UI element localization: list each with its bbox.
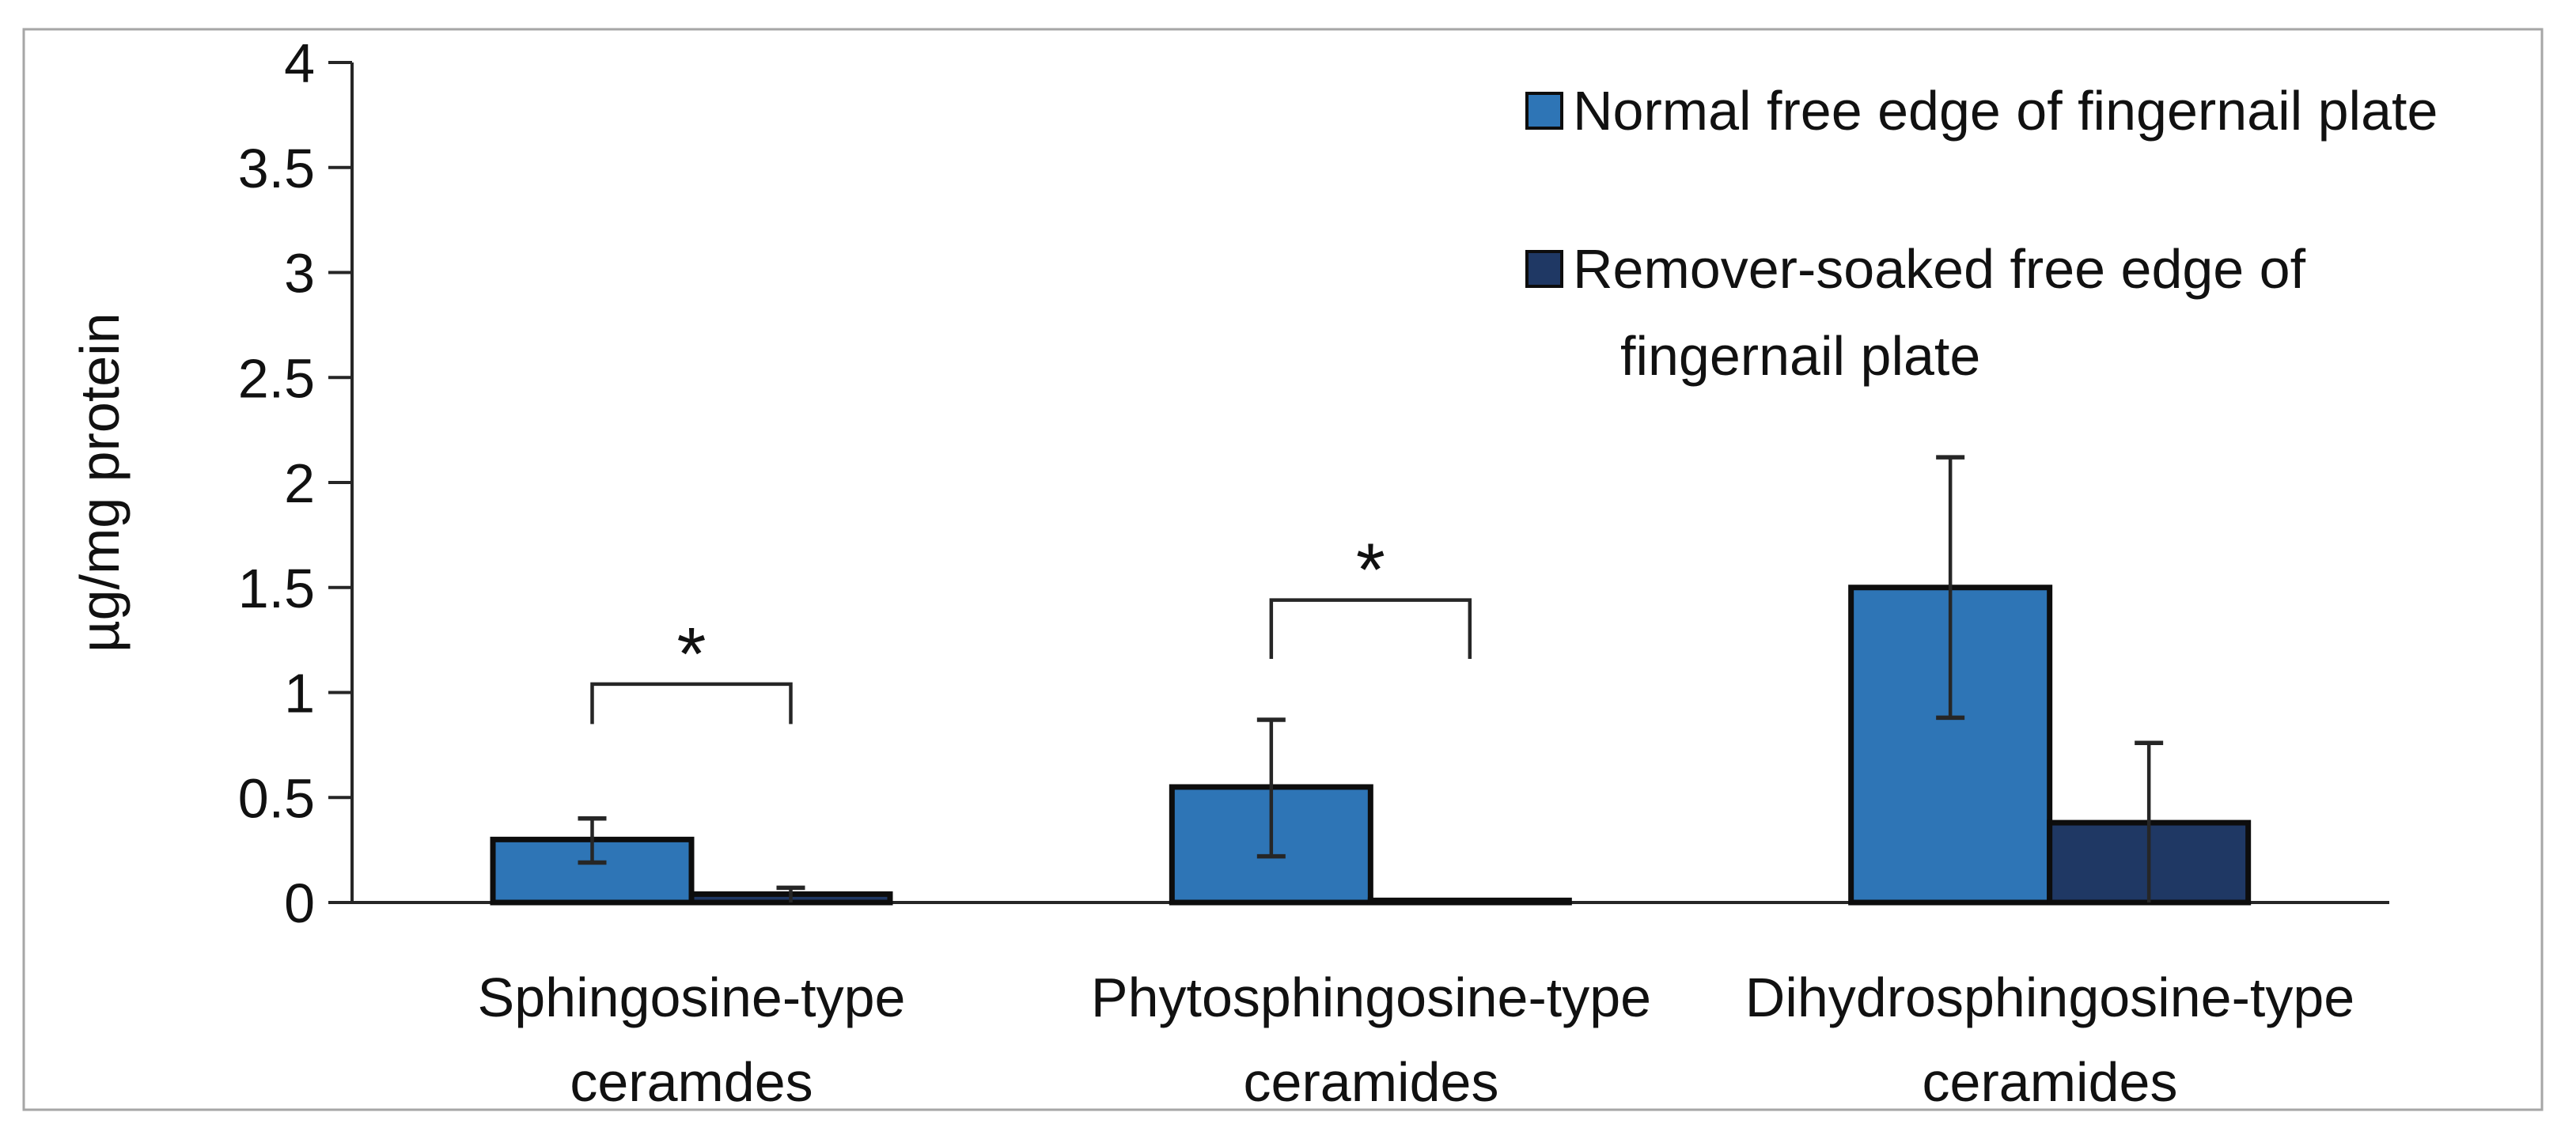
category-label-dihydrosphingosine-line2: ceramides (1923, 1051, 2178, 1113)
y-axis-title: µg/mg protein (69, 312, 131, 652)
y-tick-label: 3 (284, 243, 315, 305)
legend-swatch-normal (1525, 92, 1563, 130)
significance-bracket-g1 (1269, 598, 1472, 660)
y-tick-label: 4 (284, 32, 315, 94)
y-tick-label: 0 (284, 872, 315, 934)
category-label-sphingosine-line1: Sphingosine-type (478, 967, 906, 1028)
category-label-dihydrosphingosine-line1: Dihydrosphingosine-type (1745, 967, 2354, 1028)
significance-asterisk-g0: * (677, 612, 707, 696)
y-tick-label: 0.5 (238, 767, 315, 829)
legend: Normal free edge of fingernail plate Rem… (1525, 80, 2438, 387)
category-label-sphingosine-line2: ceramdes (570, 1051, 813, 1113)
significance-bracket-g0 (590, 682, 793, 725)
plot-area: 0 0.5 1 1.5 2 2.5 3 3.5 4 * * (238, 32, 2389, 934)
significance-asterisk-g1: * (1356, 528, 1385, 612)
legend-label-remover-line1: Remover-soaked free edge of (1573, 238, 2306, 300)
bar-s1-g1 (1367, 897, 1572, 906)
chart-border (22, 28, 2544, 1111)
legend-swatch-remover (1525, 250, 1563, 288)
legend-label-normal: Normal free edge of fingernail plate (1573, 80, 2438, 142)
y-tick-label: 1.5 (238, 558, 315, 619)
legend-label-remover-line2: fingernail plate (1620, 325, 1980, 387)
category-label-phytosphingosine-line1: Phytosphingosine-type (1091, 967, 1651, 1028)
y-tick-label: 2.5 (238, 347, 315, 409)
y-tick-label: 2 (284, 452, 315, 514)
y-tick-label: 1 (284, 663, 315, 725)
category-label-phytosphingosine-line2: ceramides (1244, 1051, 1499, 1113)
y-tick-label: 3.5 (238, 138, 315, 199)
